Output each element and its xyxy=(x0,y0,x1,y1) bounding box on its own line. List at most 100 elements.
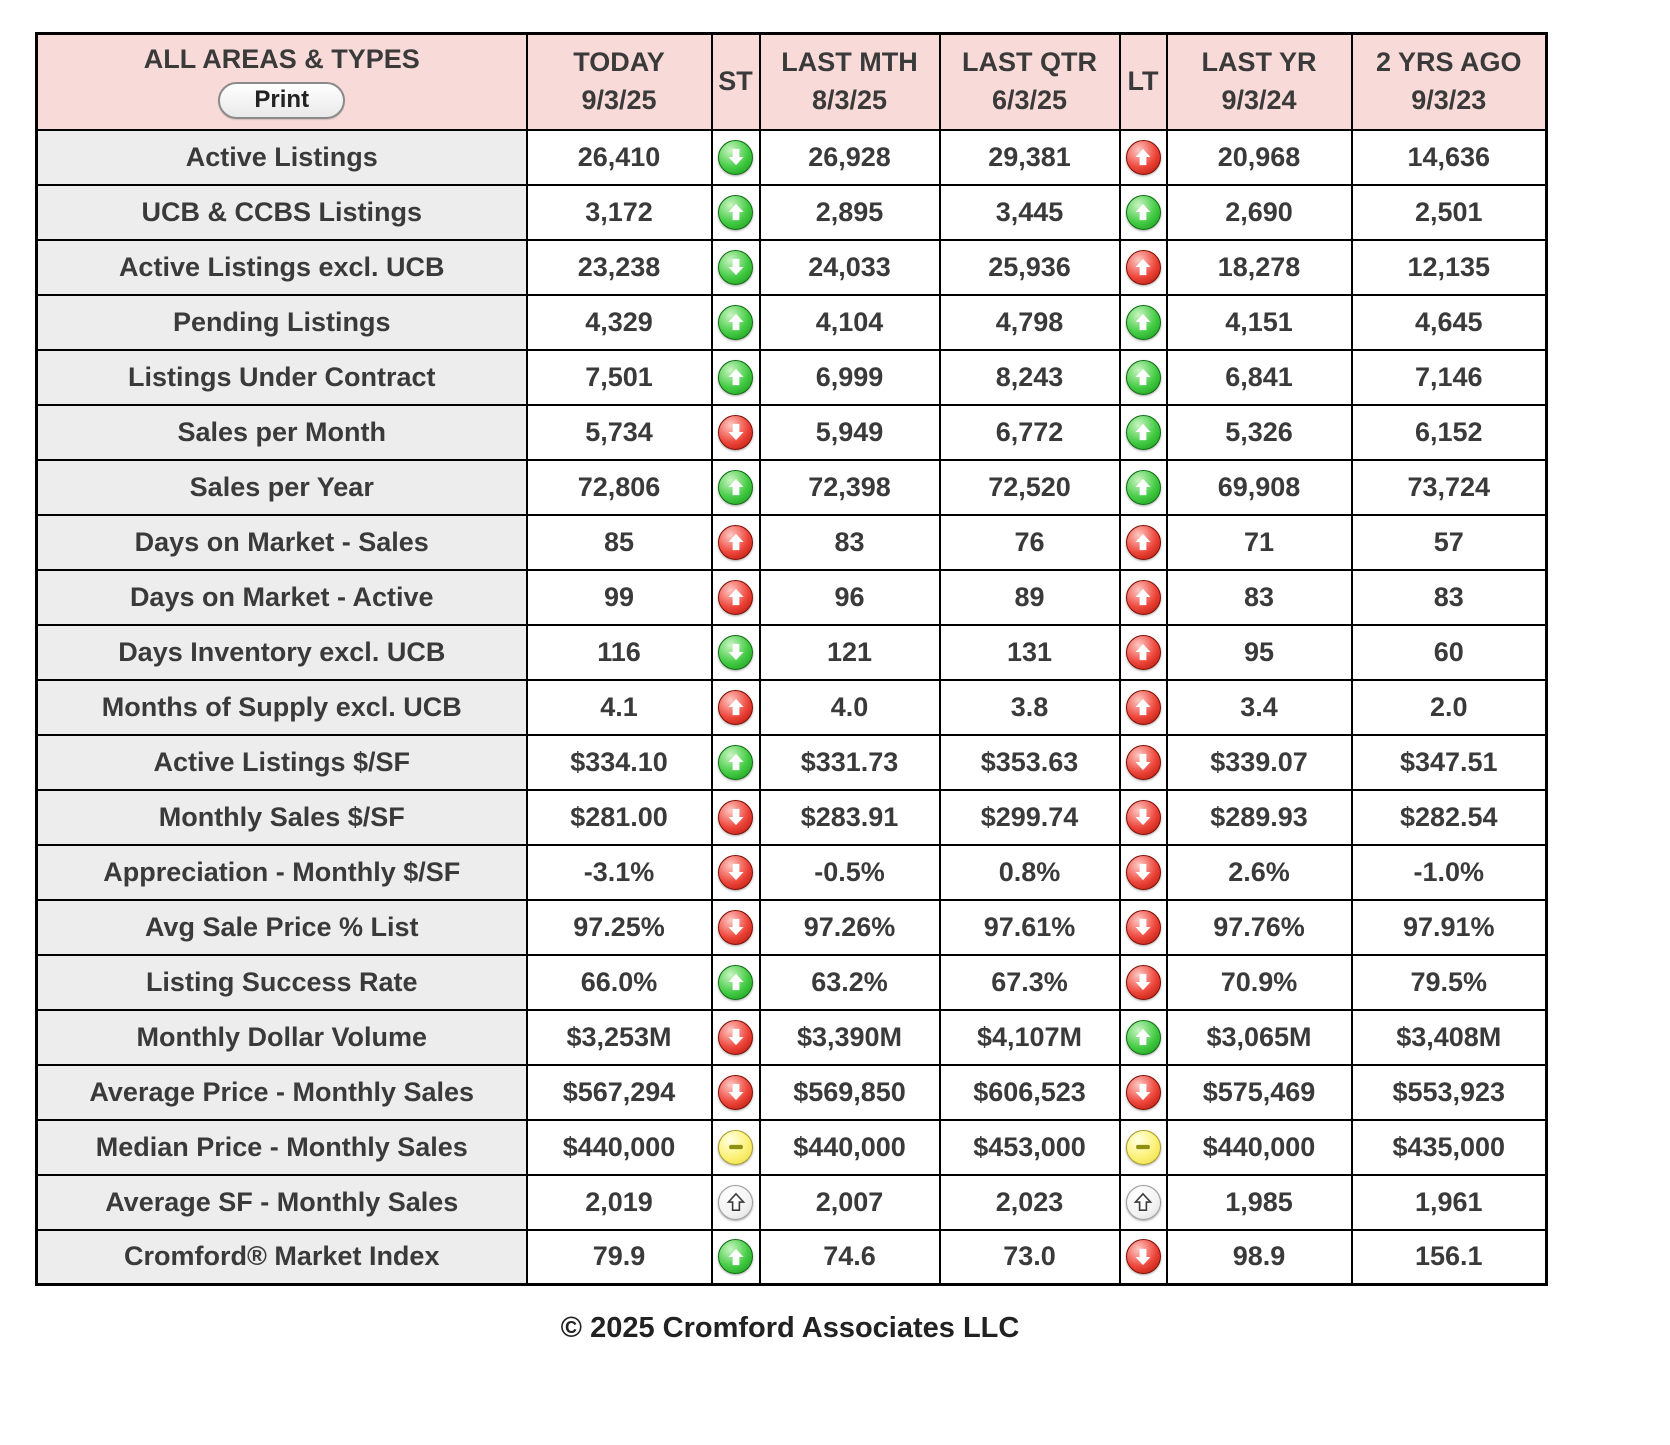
up-arrow-icon xyxy=(1125,414,1161,450)
lt-indicator-cell xyxy=(1118,1118,1168,1176)
today-value: 7,501 xyxy=(525,348,713,406)
two-yrs-ago-value: 14,636 xyxy=(1350,128,1548,186)
up-arrow-icon xyxy=(718,964,753,1000)
last-qtr-value: 8,243 xyxy=(938,348,1121,406)
row-label: Avg Sale Price % List xyxy=(35,898,528,956)
col-today-date: 9/3/25 xyxy=(581,84,657,115)
last-mth-value: 97.26% xyxy=(758,898,941,956)
lt-indicator-cell xyxy=(1118,788,1168,846)
two-yrs-ago-value: 6,152 xyxy=(1350,403,1548,461)
last-qtr-value: 0.8% xyxy=(938,843,1121,901)
last-qtr-value: 76 xyxy=(938,513,1121,571)
col-last-mth-label: LAST MTH xyxy=(781,47,918,78)
lt-indicator-cell xyxy=(1118,1173,1168,1231)
table-row: Listing Success Rate 66.0% 63.2% 67.3% 7… xyxy=(35,953,1548,1011)
col-last-yr-label: LAST YR xyxy=(1201,47,1317,78)
today-value: 3,172 xyxy=(525,183,713,241)
market-summary-page: ALL AREAS & TYPES Print TODAY 9/3/25 ST … xyxy=(35,32,1548,1375)
two-yrs-ago-value: 7,146 xyxy=(1350,348,1548,406)
table-row: Pending Listings 4,329 4,104 4,798 4,151… xyxy=(35,293,1548,351)
today-value: 116 xyxy=(525,623,713,681)
last-yr-value: 71 xyxy=(1165,513,1353,571)
row-label: Pending Listings xyxy=(35,293,528,351)
up-arrow-icon xyxy=(1125,249,1161,285)
row-label: Average Price - Monthly Sales xyxy=(35,1063,528,1121)
last-qtr-value: $353.63 xyxy=(938,733,1121,791)
down-arrow-icon xyxy=(718,1074,753,1110)
two-yrs-ago-value: 2,501 xyxy=(1350,183,1548,241)
row-label: Months of Supply excl. UCB xyxy=(35,678,528,736)
col-last-mth-date: 8/3/25 xyxy=(811,84,888,115)
column-header-st: ST xyxy=(710,32,761,131)
table-row: Sales per Year 72,806 72,398 72,520 69,9… xyxy=(35,458,1548,516)
down-arrow-icon xyxy=(1125,1239,1161,1275)
up-arrow-icon xyxy=(1125,1184,1161,1220)
column-header-last-qtr: LAST QTR 6/3/25 xyxy=(938,32,1121,131)
two-yrs-ago-value: 97.91% xyxy=(1350,898,1548,956)
col-2yrs-label: 2 YRS AGO xyxy=(1375,47,1522,78)
flat-dash-icon xyxy=(718,1129,753,1165)
st-indicator-cell xyxy=(710,183,761,241)
up-arrow-icon xyxy=(718,1239,753,1275)
col-2yrs-date: 9/3/23 xyxy=(1411,84,1487,115)
st-indicator-cell xyxy=(710,623,761,681)
up-arrow-icon xyxy=(718,469,753,505)
st-indicator-cell xyxy=(710,1228,761,1286)
today-value: 26,410 xyxy=(525,128,713,186)
two-yrs-ago-value: $3,408M xyxy=(1350,1008,1548,1066)
last-mth-value: 121 xyxy=(758,623,941,681)
last-qtr-value: 2,023 xyxy=(938,1173,1121,1231)
two-yrs-ago-value: 1,961 xyxy=(1350,1173,1548,1231)
row-label: Sales per Year xyxy=(35,458,528,516)
last-qtr-value: $299.74 xyxy=(938,788,1121,846)
row-label: Listings Under Contract xyxy=(35,348,528,406)
last-yr-value: $289.93 xyxy=(1165,788,1353,846)
table-row: Months of Supply excl. UCB 4.1 4.0 3.8 3… xyxy=(35,678,1548,736)
last-mth-value: $440,000 xyxy=(758,1118,941,1176)
today-value: 5,734 xyxy=(525,403,713,461)
table-row: Days on Market - Sales 85 83 76 71 57 xyxy=(35,513,1548,571)
col-last-yr-date: 9/3/24 xyxy=(1221,84,1297,115)
table-row: Sales per Month 5,734 5,949 6,772 5,326 … xyxy=(35,403,1548,461)
two-yrs-ago-value: 60 xyxy=(1350,623,1548,681)
table-row: Days Inventory excl. UCB 116 121 131 95 … xyxy=(35,623,1548,681)
today-value: $567,294 xyxy=(525,1063,713,1121)
last-mth-value: 96 xyxy=(758,568,941,626)
st-indicator-cell xyxy=(710,1118,761,1176)
lt-indicator-cell xyxy=(1118,513,1168,571)
up-arrow-icon xyxy=(1125,524,1161,560)
last-qtr-value: 72,520 xyxy=(938,458,1121,516)
last-mth-value: 2,895 xyxy=(758,183,941,241)
down-arrow-icon xyxy=(718,799,753,835)
today-value: 79.9 xyxy=(525,1228,713,1286)
last-yr-value: 1,985 xyxy=(1165,1173,1353,1231)
up-arrow-icon xyxy=(718,304,753,340)
lt-indicator-cell xyxy=(1118,953,1168,1011)
lt-indicator-cell xyxy=(1118,1063,1168,1121)
row-label: Listing Success Rate xyxy=(35,953,528,1011)
lt-indicator-cell xyxy=(1118,678,1168,736)
today-value: 66.0% xyxy=(525,953,713,1011)
st-indicator-cell xyxy=(710,128,761,186)
print-button[interactable]: Print xyxy=(218,82,346,119)
page-title: ALL AREAS & TYPES xyxy=(143,43,420,74)
two-yrs-ago-value: -1.0% xyxy=(1350,843,1548,901)
column-header-last-yr: LAST YR 9/3/24 xyxy=(1165,32,1353,131)
two-yrs-ago-value: 73,724 xyxy=(1350,458,1548,516)
last-mth-value: $331.73 xyxy=(758,733,941,791)
st-indicator-cell xyxy=(710,513,761,571)
last-mth-value: 63.2% xyxy=(758,953,941,1011)
up-arrow-icon xyxy=(1125,359,1161,395)
row-label: Days on Market - Active xyxy=(35,568,528,626)
today-value: 23,238 xyxy=(525,238,713,296)
last-yr-value: 5,326 xyxy=(1165,403,1353,461)
col-last-qtr-label: LAST QTR xyxy=(962,47,1097,78)
last-yr-value: 3.4 xyxy=(1165,678,1353,736)
two-yrs-ago-value: $282.54 xyxy=(1350,788,1548,846)
lt-indicator-cell xyxy=(1118,733,1168,791)
up-arrow-icon xyxy=(1125,194,1161,230)
today-value: 4,329 xyxy=(525,293,713,351)
up-arrow-icon xyxy=(1125,634,1161,670)
table-row: Listings Under Contract 7,501 6,999 8,24… xyxy=(35,348,1548,406)
last-mth-value: $569,850 xyxy=(758,1063,941,1121)
